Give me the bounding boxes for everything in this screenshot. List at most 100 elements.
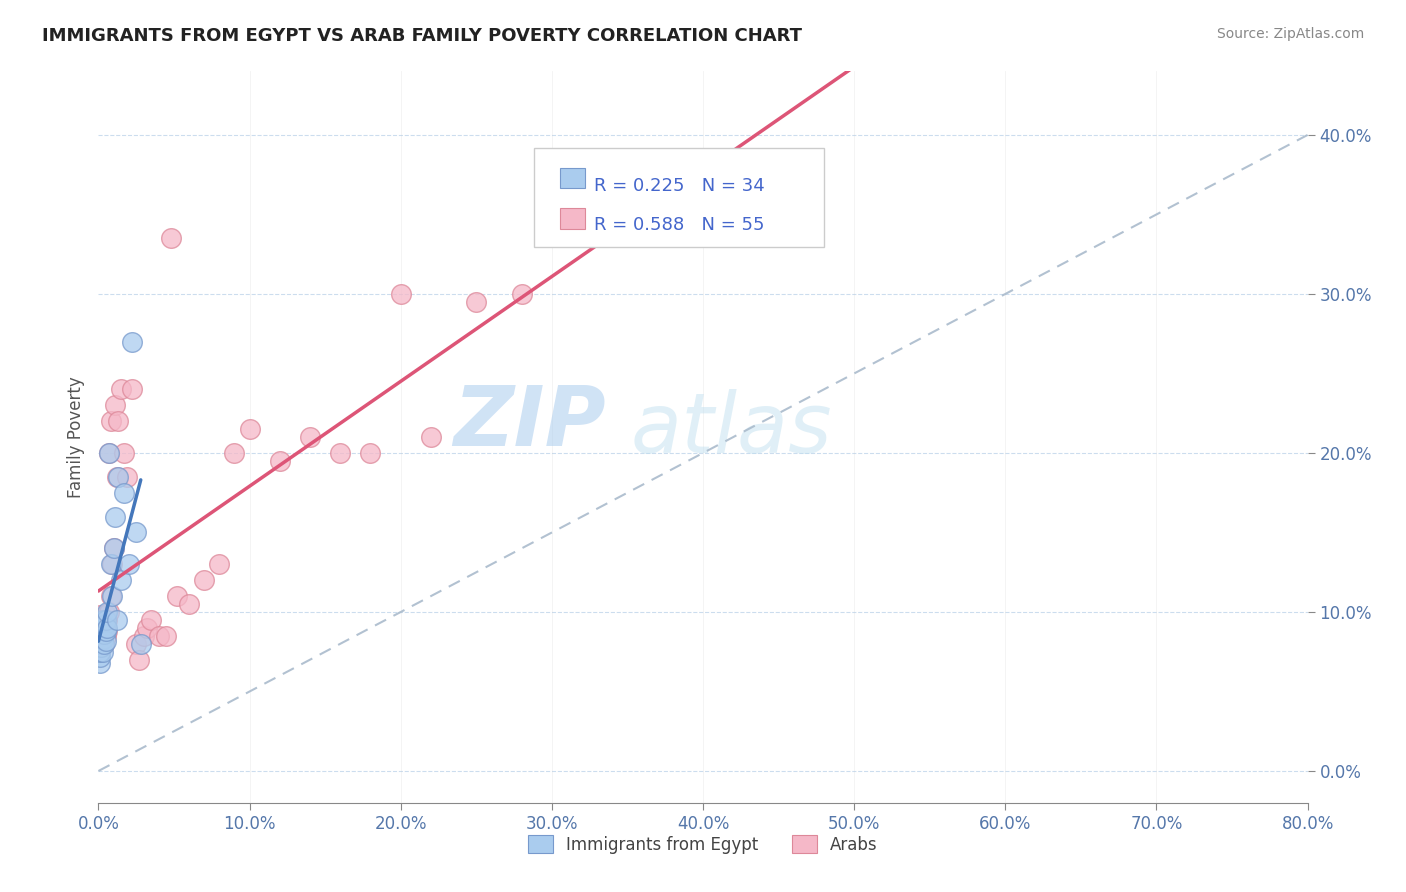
Point — [360, 446, 382, 460]
Point — [98, 605, 121, 619]
Point — [224, 446, 246, 460]
Point — [90, 613, 112, 627]
Point — [132, 629, 155, 643]
Point — [100, 589, 122, 603]
Point — [90, 633, 112, 648]
Point — [91, 613, 114, 627]
Point — [90, 629, 112, 643]
Point — [110, 383, 132, 397]
Point — [91, 645, 114, 659]
Point — [420, 430, 443, 444]
Point — [101, 589, 124, 603]
Point — [91, 633, 114, 648]
Point — [89, 649, 111, 664]
Point — [91, 621, 114, 635]
Point — [89, 629, 111, 643]
Point — [90, 617, 112, 632]
Point — [107, 414, 129, 428]
Point — [112, 485, 135, 500]
Point — [91, 613, 114, 627]
Text: IMMIGRANTS FROM EGYPT VS ARAB FAMILY POVERTY CORRELATION CHART: IMMIGRANTS FROM EGYPT VS ARAB FAMILY POV… — [42, 27, 803, 45]
Point — [107, 470, 129, 484]
Point — [465, 294, 488, 309]
Point — [105, 613, 128, 627]
Point — [100, 558, 122, 572]
Point — [91, 632, 114, 646]
Point — [103, 541, 125, 556]
FancyBboxPatch shape — [534, 148, 824, 247]
Text: Source: ZipAtlas.com: Source: ZipAtlas.com — [1216, 27, 1364, 41]
Point — [135, 621, 157, 635]
Point — [89, 637, 111, 651]
Point — [89, 656, 111, 670]
Point — [89, 621, 111, 635]
Point — [118, 558, 141, 572]
Point — [129, 637, 152, 651]
Point — [121, 334, 143, 349]
Point — [510, 287, 533, 301]
Y-axis label: Family Poverty: Family Poverty — [66, 376, 84, 498]
Point — [100, 414, 122, 428]
Point — [96, 624, 118, 638]
Point — [269, 454, 291, 468]
Point — [89, 608, 111, 623]
Point — [89, 645, 111, 659]
Point — [155, 629, 177, 643]
Point — [90, 640, 112, 654]
Point — [121, 383, 143, 397]
Point — [166, 589, 188, 603]
Point — [90, 640, 112, 654]
Point — [125, 637, 148, 651]
Point — [93, 613, 115, 627]
Point — [94, 629, 117, 643]
Point — [128, 653, 150, 667]
Point — [105, 470, 128, 484]
Point — [94, 633, 117, 648]
Text: R = 0.588   N = 55: R = 0.588 N = 55 — [595, 216, 765, 235]
Point — [89, 629, 111, 643]
Point — [193, 573, 215, 587]
Point — [148, 629, 170, 643]
Point — [104, 398, 127, 412]
Point — [160, 231, 183, 245]
Bar — [561, 208, 585, 228]
Point — [96, 605, 118, 619]
Point — [93, 637, 115, 651]
Text: atlas: atlas — [630, 389, 832, 470]
Point — [104, 509, 127, 524]
Point — [125, 525, 148, 540]
Point — [94, 621, 117, 635]
Legend: Immigrants from Egypt, Arabs: Immigrants from Egypt, Arabs — [522, 829, 884, 860]
Point — [179, 597, 201, 611]
Point — [329, 446, 352, 460]
Point — [89, 645, 111, 659]
Point — [93, 627, 115, 641]
Point — [103, 541, 125, 556]
Text: ZIP: ZIP — [454, 382, 606, 463]
Point — [239, 422, 262, 436]
Point — [96, 621, 118, 635]
Point — [389, 287, 412, 301]
Point — [98, 446, 121, 460]
Point — [115, 470, 138, 484]
Point — [94, 608, 117, 623]
Point — [90, 621, 112, 635]
Point — [93, 617, 115, 632]
Point — [89, 637, 111, 651]
Text: R = 0.225   N = 34: R = 0.225 N = 34 — [595, 178, 765, 195]
Point — [110, 573, 132, 587]
Point — [91, 624, 114, 638]
Point — [141, 613, 163, 627]
Point — [90, 624, 112, 638]
Point — [208, 558, 231, 572]
Bar — [561, 168, 585, 188]
Point — [94, 613, 117, 627]
Point — [299, 430, 322, 444]
Point — [98, 446, 121, 460]
Point — [93, 637, 115, 651]
Point — [101, 558, 124, 572]
Point — [96, 613, 118, 627]
Point — [94, 624, 117, 638]
Point — [112, 446, 135, 460]
Point — [93, 624, 115, 638]
